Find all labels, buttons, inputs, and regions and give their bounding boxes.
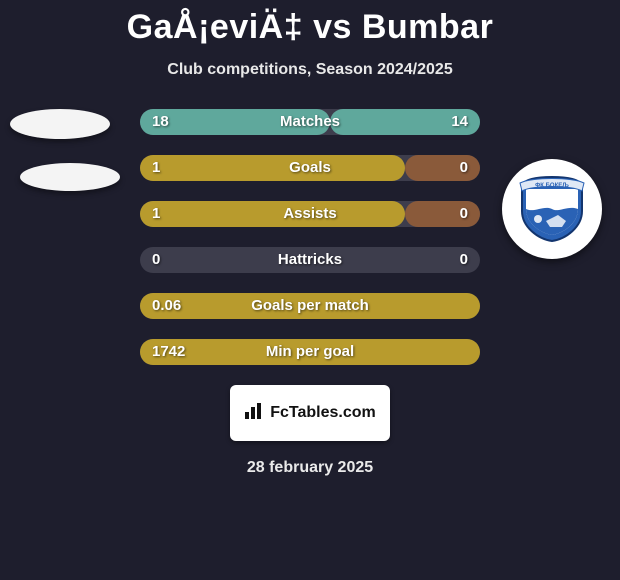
page-subtitle: Club competitions, Season 2024/2025 (0, 61, 620, 79)
stat-rows: 1814Matches 10Goals 10Assists 00Hattricks 0.… (140, 109, 480, 365)
stat-label: Goals per match (140, 293, 480, 319)
bar-chart-icon (244, 402, 264, 425)
stats-area: ФК БОКЕЉ 1814Matches 10Goals 10Assists 00Ha… (0, 109, 620, 365)
stat-row: 1742Min per goal (140, 339, 480, 365)
footer-logo: FcTables.com (230, 385, 390, 441)
left-team-badge-top (10, 109, 110, 139)
footer-date: 28 february 2025 (0, 459, 620, 477)
stat-label: Min per goal (140, 339, 480, 365)
stat-row: 00Hattricks (140, 247, 480, 273)
right-team-crest: ФК БОКЕЉ (502, 159, 602, 259)
footer-logo-text: FcTables.com (270, 404, 376, 422)
page-title: GaÅ¡eviÄ‡ vs Bumbar (0, 0, 620, 47)
left-team-badge-bottom (20, 163, 120, 191)
stat-row: 10Goals (140, 155, 480, 181)
stat-label: Matches (140, 109, 480, 135)
stat-row: 0.06Goals per match (140, 293, 480, 319)
stat-label: Assists (140, 201, 480, 227)
crest-banner-text: ФК БОКЕЉ (535, 183, 569, 189)
stat-row: 1814Matches (140, 109, 480, 135)
stat-row: 10Assists (140, 201, 480, 227)
stat-label: Hattricks (140, 247, 480, 273)
stat-label: Goals (140, 155, 480, 181)
shield-icon: ФК БОКЕЉ (518, 175, 586, 243)
